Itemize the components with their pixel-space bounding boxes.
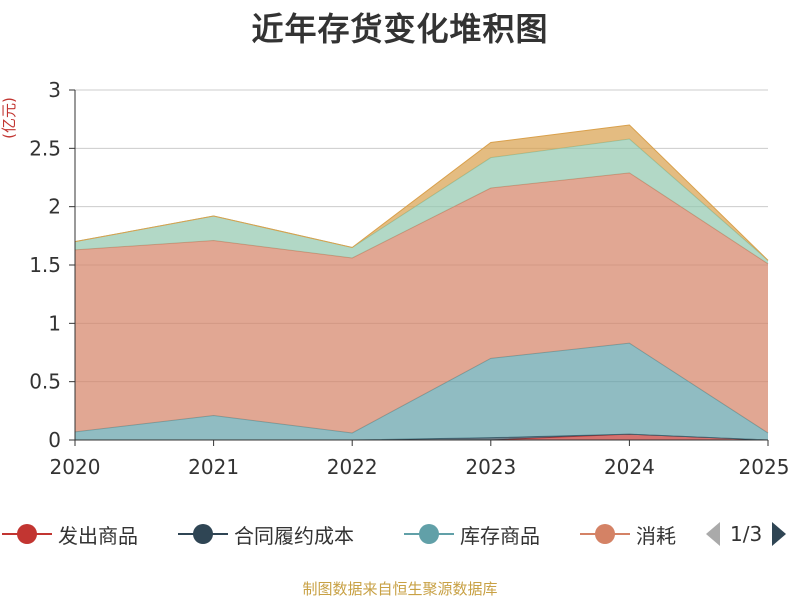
area-series-4 xyxy=(75,172,768,434)
legend-label: 库存商品 xyxy=(460,523,540,548)
legend-marker-icon xyxy=(2,524,52,544)
legend-marker-icon xyxy=(404,524,454,544)
area-series-3 xyxy=(75,343,768,440)
chevron-left-icon[interactable] xyxy=(704,520,722,548)
y-tick-label: 2 xyxy=(48,195,61,219)
x-tick-label: 2023 xyxy=(465,455,516,479)
y-tick-label: 1 xyxy=(48,311,61,335)
chart-title: 近年存货变化堆积图 xyxy=(251,10,549,48)
legend-item-series-3[interactable]: 库存商品 xyxy=(404,516,540,552)
axes: 0 0.5 1 1.5 2 2.5 3 2020 2021 2022 2023 2024 2025 xyxy=(29,78,789,479)
line-series-6 xyxy=(74,124,769,261)
chevron-right-icon[interactable] xyxy=(770,520,788,548)
legend-item-series-2[interactable]: 合同履约成本 xyxy=(178,516,354,552)
legend-label: 合同履约成本 xyxy=(234,523,354,548)
y-tick-label: 3 xyxy=(48,78,61,102)
legend-item-series-4[interactable]: 消耗 xyxy=(580,516,676,552)
y-tick-label: 2.5 xyxy=(29,136,61,160)
legend-pager: 1/3 xyxy=(704,516,788,552)
legend: 发出商品 合同履约成本 库存商品 消耗 xyxy=(0,516,800,552)
data-source-note: 制图数据来自恒生聚源数据库 xyxy=(302,580,498,598)
legend-item-series-1[interactable]: 发出商品 xyxy=(2,516,138,552)
x-tick-label: 2022 xyxy=(327,455,378,479)
y-axis-unit-label: (亿元) xyxy=(0,97,18,139)
y-tick-label: 0.5 xyxy=(29,370,61,394)
legend-marker-icon xyxy=(580,524,630,544)
legend-label: 消耗 xyxy=(636,523,676,548)
y-tick-label: 1.5 xyxy=(29,253,61,277)
legend-page-indicator: 1/3 xyxy=(730,522,763,546)
legend-marker-icon xyxy=(178,524,228,544)
area-series xyxy=(74,124,769,441)
x-tick-label: 2021 xyxy=(188,455,239,479)
x-tick-label: 2020 xyxy=(50,455,101,479)
area-series-5 xyxy=(75,139,768,264)
x-tick-label: 2024 xyxy=(604,455,655,479)
legend-label: 发出商品 xyxy=(58,523,138,548)
x-tick-label: 2025 xyxy=(739,455,790,479)
y-tick-label: 0 xyxy=(48,428,61,452)
